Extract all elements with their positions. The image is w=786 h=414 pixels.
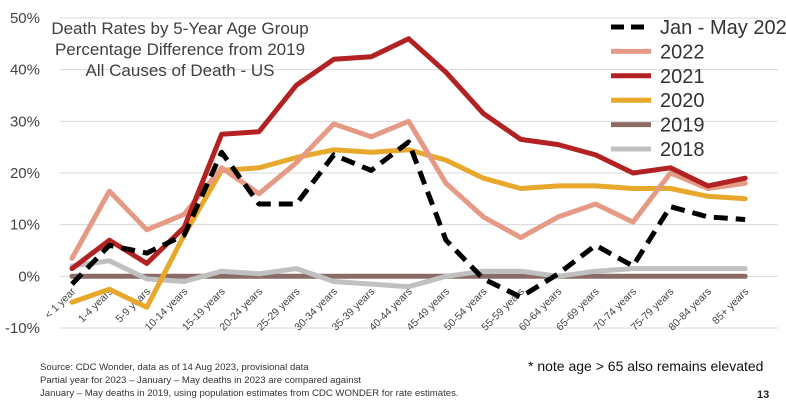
y-tick-label: 0% [18, 268, 40, 285]
series-line-jan-may-2023 [70, 139, 746, 300]
y-tick-label: -10% [5, 320, 40, 337]
source-line: January – May deaths in 2019, using popu… [40, 387, 459, 399]
series-line-2021 [69, 36, 748, 272]
source-note: Source: CDC Wonder, data as of 14 Aug 20… [40, 362, 459, 400]
series-line-2022 [69, 118, 748, 261]
y-tick-label: 50% [10, 10, 40, 27]
legend-label: 2020 [660, 90, 705, 112]
chart-title-line-1: Death Rates by 5-Year Age Group [51, 19, 308, 38]
y-tick-label: 20% [10, 165, 40, 182]
source-line: Source: CDC Wonder, data as of 14 Aug 20… [40, 362, 309, 373]
legend-label: 2018 [660, 139, 705, 161]
y-tick-label: 10% [10, 217, 40, 234]
chart-title: Death Rates by 5-Year Age Group Percenta… [51, 19, 308, 80]
legend-label: 2021 [660, 66, 705, 88]
source-line: Partial year for 2023 – January – May de… [40, 374, 362, 386]
y-tick-label: 30% [10, 113, 40, 130]
chart-title-line-2: Percentage Difference from 2019 [55, 40, 305, 59]
series-lines [69, 36, 748, 310]
y-axis-ticks: 50% 40% 30% 20% 10% 0% -10% [5, 10, 40, 337]
page-number: 13 [757, 389, 770, 401]
series-line-2018 [69, 258, 748, 290]
x-tick-label: 85+ years [710, 286, 751, 327]
elevated-note: * note age > 65 also remains elevated [528, 358, 764, 374]
legend-label: 2019 [660, 115, 705, 137]
y-tick-label: 40% [10, 62, 40, 79]
legend-label: 2022 [660, 41, 705, 63]
legend-label: Jan - May 2023 [660, 17, 786, 39]
chart-title-line-3: All Causes of Death - US [86, 61, 275, 80]
